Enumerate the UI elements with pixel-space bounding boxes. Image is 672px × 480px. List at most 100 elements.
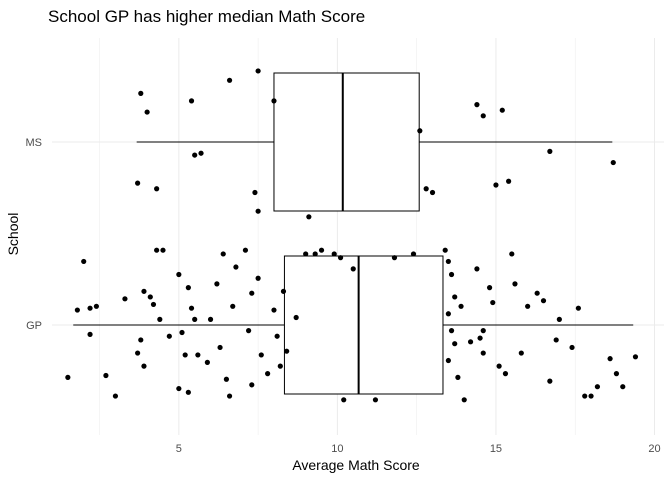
x-axis-ticks: 5 10 15 20 — [176, 443, 661, 455]
x-axis-label: Average Math Score — [292, 457, 420, 473]
data-point-ms — [610, 159, 616, 166]
data-point-gp — [337, 255, 344, 261]
data-point-ms — [135, 180, 141, 186]
x-tick-label: 15 — [490, 443, 502, 455]
data-point-gp — [249, 290, 255, 296]
data-point-ms — [271, 98, 277, 104]
box-ms — [136, 72, 613, 212]
data-point-gp — [185, 285, 191, 291]
data-point-ms — [255, 208, 261, 214]
data-point-gp — [214, 281, 220, 287]
data-point-ms — [192, 152, 198, 158]
data-point-gp — [242, 247, 249, 253]
data-point-gp — [157, 316, 163, 322]
data-point-gp — [258, 352, 264, 358]
data-point-gp — [293, 314, 299, 321]
data-point-gp — [233, 264, 239, 270]
data-point-gp — [372, 397, 379, 403]
data-point-ms — [226, 77, 233, 83]
data-point-gp — [410, 251, 417, 257]
data-point-gp — [448, 271, 455, 278]
data-point-ms — [138, 90, 144, 96]
data-point-gp — [502, 371, 509, 377]
data-point-gp — [217, 344, 223, 351]
data-point-gp — [518, 350, 524, 356]
x-tick-label: 20 — [648, 443, 660, 455]
data-point-gp — [204, 359, 210, 365]
data-point-gp — [331, 251, 337, 257]
data-point-gp — [277, 363, 283, 369]
y-axis-ticks: GP MS — [26, 137, 43, 332]
data-point-gp — [220, 251, 226, 257]
data-point-gp — [207, 316, 214, 322]
data-point-gp — [569, 344, 575, 351]
data-point-ms — [188, 98, 195, 104]
data-point-gp — [467, 339, 474, 345]
data-point-gp — [496, 363, 502, 369]
data-point-gp — [271, 307, 277, 313]
data-point-gp — [445, 311, 451, 317]
data-point-gp — [477, 335, 483, 341]
data-point-gp — [122, 296, 128, 302]
data-point-gp — [223, 376, 230, 382]
data-point-gp — [274, 333, 280, 339]
data-point-gp — [613, 371, 620, 377]
chart-title: School GP has higher median Math Score — [48, 7, 365, 26]
data-point-gp — [154, 247, 160, 253]
data-point-gp — [632, 354, 639, 360]
data-point-ms — [154, 186, 160, 192]
data-point-gp — [303, 251, 309, 257]
data-point-gp — [620, 384, 626, 390]
data-point-gp — [480, 350, 486, 356]
data-point-gp — [445, 357, 451, 364]
x-tick-label: 5 — [176, 443, 182, 455]
data-point-gp — [255, 275, 261, 281]
data-point-gp — [103, 372, 109, 379]
data-point-gp — [525, 303, 531, 309]
data-point-gp — [182, 352, 188, 358]
data-point-ms — [144, 109, 150, 115]
data-point-gp — [594, 384, 601, 390]
data-point-ms — [252, 189, 258, 196]
data-point-ms — [480, 113, 486, 119]
data-point-gp — [166, 333, 172, 339]
data-point-gp — [176, 385, 182, 392]
data-point-ms — [423, 186, 429, 192]
data-point-gp — [138, 337, 144, 343]
data-point-gp — [452, 294, 458, 300]
data-point-gp — [87, 305, 93, 311]
data-point-gp — [265, 371, 271, 377]
data-point-ms — [429, 189, 436, 196]
data-point-gp — [442, 247, 448, 253]
data-point-gp — [452, 341, 458, 347]
data-point-gp — [312, 251, 318, 257]
data-point-gp — [176, 271, 182, 278]
data-point-gp — [284, 348, 290, 354]
data-point-gp — [141, 363, 147, 369]
data-point-gp — [509, 251, 515, 257]
data-point-gp — [192, 316, 198, 322]
data-point-gp — [65, 374, 71, 380]
data-point-gp — [74, 307, 80, 313]
data-point-gp — [588, 393, 594, 399]
data-point-gp — [534, 290, 540, 296]
data-point-gp — [147, 294, 153, 300]
data-point-gp — [455, 374, 461, 380]
data-point-gp — [391, 255, 398, 261]
data-point-gp — [582, 393, 588, 399]
data-point-gp — [249, 382, 255, 388]
data-point-gp — [185, 389, 191, 395]
data-point-gp — [547, 378, 553, 384]
data-point-gp — [179, 329, 185, 336]
data-point-gp — [461, 397, 467, 403]
data-point-ms — [417, 128, 423, 134]
box-iqr — [273, 72, 420, 212]
data-points — [65, 68, 639, 403]
data-point-ms — [499, 107, 505, 113]
data-point-gp — [480, 328, 486, 334]
data-point-gp — [112, 393, 119, 399]
data-point-gp — [607, 356, 613, 362]
data-point-gp — [188, 305, 195, 311]
data-point-gp — [341, 397, 347, 403]
